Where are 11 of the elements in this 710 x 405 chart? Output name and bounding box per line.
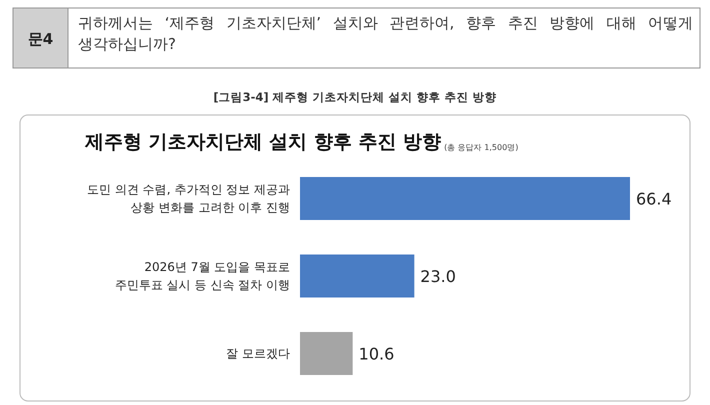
y-tick-label: 잘 모르겠다 (226, 346, 290, 360)
chart-title: 제주형 기초자치단체 설치 향후 추진 방향 (84, 131, 442, 153)
data-label: 66.4 (636, 190, 672, 208)
text: 귀하께서는 ‘제주형 기초자치단체’ 설치와 관련하여, 향후 추진 방향에 대해 어떻게 생각하십니까? (78, 13, 693, 55)
y-tick-label: 도민 의견 수렴, 추가적인 정보 제공과 상황 변화를 고려한 이후 진행 (87, 182, 290, 214)
text: 문4 (28, 30, 54, 48)
y-tick-label: 2026년 7월 도입을 목표로 주민투표 실시 등 신속 절차 이행 (114, 260, 290, 292)
data-label: 23.0 (420, 267, 456, 286)
chart-subtitle: (총 응답자 1,500명) (444, 143, 518, 152)
text: [그림3-4] 제주형 기초자치단체 설치 향후 추진 방향 (213, 90, 497, 104)
data-label: 10.6 (358, 344, 394, 364)
